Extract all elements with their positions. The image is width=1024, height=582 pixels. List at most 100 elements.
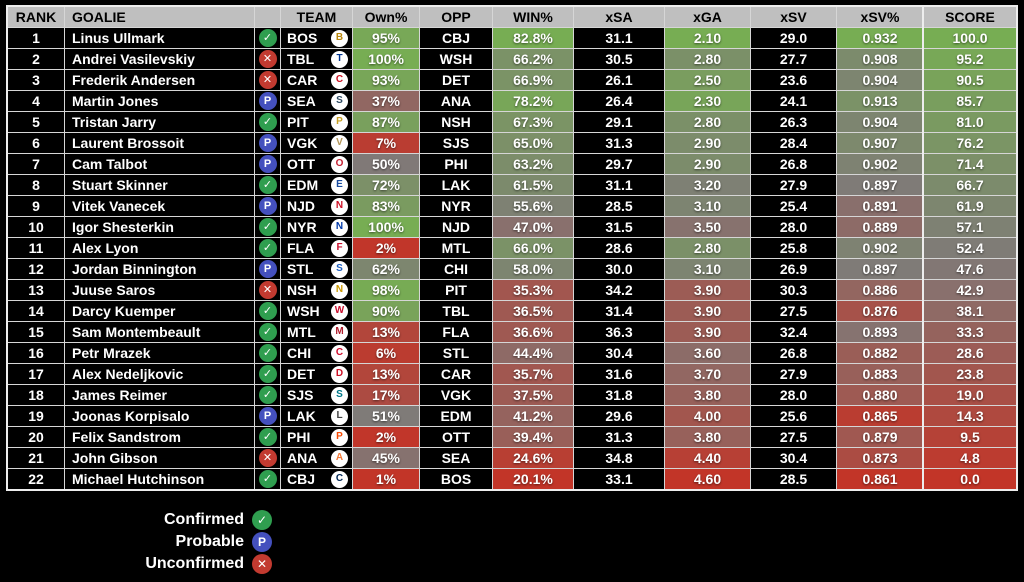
cell-status: ✓ (254, 111, 281, 133)
team-logo-icon: O (331, 155, 348, 173)
score-table-body: 100.0 95.2 90.5 85.7 81.0 76.2 71.4 66.7 61.9 57.… (922, 27, 1018, 491)
column-header-own-pct: Own% (352, 5, 420, 28)
cell-xsa: 29.7 (573, 153, 665, 175)
team-cell-content: CBJ C (282, 469, 352, 489)
cell-team: TBL T (280, 48, 353, 70)
cell-xsa: 31.4 (573, 300, 665, 322)
team-abbreviation: PHI (287, 429, 311, 445)
cell-goalie: Tristan Jarry (64, 111, 255, 133)
column-header-rank: RANK (6, 5, 65, 28)
score-row: 4.8 (922, 447, 1018, 469)
team-logo-icon: P (331, 113, 348, 131)
cell-xsv: 24.1 (750, 90, 837, 112)
cell-goalie: James Reimer (64, 384, 255, 406)
cell-xsv: 30.4 (750, 447, 837, 469)
team-cell-content: SEA S (282, 92, 352, 111)
cell-score: 81.0 (922, 111, 1018, 133)
cell-team: NSH N (280, 279, 353, 301)
score-row: 52.4 (922, 237, 1018, 259)
cell-opp: LAK (419, 174, 493, 196)
score-row: 66.7 (922, 174, 1018, 196)
cell-xsv-pct: 0.883 (836, 363, 925, 385)
cell-own-pct: 1% (352, 468, 420, 491)
table-row: 8 Stuart Skinner ✓ EDM E 72% LAK 61.5% 31.1 3.20 2… (6, 174, 925, 196)
cell-goalie: Joonas Korpisalo (64, 405, 255, 427)
team-abbreviation: NJD (287, 198, 316, 214)
score-row: 57.1 (922, 216, 1018, 238)
team-cell-content: BOS B (282, 29, 352, 48)
team-cell-content: WSH W (282, 302, 352, 321)
cell-score: 71.4 (922, 153, 1018, 175)
cell-xsv: 28.5 (750, 468, 837, 491)
cell-xsv-pct: 0.880 (836, 384, 925, 406)
score-row: 14.3 (922, 405, 1018, 427)
cell-team: BOS B (280, 27, 353, 49)
team-cell-content: NYR N (282, 218, 352, 237)
table-row: 3 Frederik Andersen ✕ CAR C 93% DET 66.9% 26.1 2.… (6, 69, 925, 91)
table-row: 2 Andrei Vasilevskiy ✕ TBL T 100% WSH 66.2% 30.5… (6, 48, 925, 70)
cell-own-pct: 17% (352, 384, 420, 406)
column-header-xsv: xSV (750, 5, 837, 28)
cell-opp: CBJ (419, 27, 493, 49)
table-row: 9 Vitek Vanecek P NJD N 83% NYR 55.6% 28.5 3.10 25… (6, 195, 925, 217)
cell-status: ✓ (254, 300, 281, 322)
confirmed-check-icon: ✓ (258, 29, 277, 48)
probable-p-icon: P (252, 532, 272, 552)
table-row: 17 Alex Nedeljkovic ✓ DET D 13% CAR 35.7% 31.6 3.… (6, 363, 925, 385)
cell-xga: 4.00 (664, 405, 751, 427)
table-row: 15 Sam Montembeault ✓ MTL M 13% FLA 36.6% 36.3 3.… (6, 321, 925, 343)
team-abbreviation: CBJ (287, 471, 316, 487)
cell-win-pct: 66.2% (492, 48, 574, 70)
cell-rank: 2 (6, 48, 65, 70)
cell-xsv: 26.9 (750, 258, 837, 280)
column-header-win-pct: WIN% (492, 5, 574, 28)
cell-opp: SJS (419, 132, 493, 154)
team-logo-icon: C (331, 344, 348, 362)
cell-own-pct: 13% (352, 363, 420, 385)
cell-xga: 3.50 (664, 216, 751, 238)
cell-opp: ANA (419, 90, 493, 112)
cell-goalie: Jordan Binnington (64, 258, 255, 280)
cell-team: SJS S (280, 384, 353, 406)
team-logo-icon: T (331, 50, 348, 68)
cell-own-pct: 95% (352, 27, 420, 49)
cell-opp: DET (419, 69, 493, 91)
cell-goalie: Laurent Brossoit (64, 132, 255, 154)
cell-status: ✓ (254, 321, 281, 343)
team-cell-content: NJD N (282, 197, 352, 216)
cell-rank: 19 (6, 405, 65, 427)
cell-score: 90.5 (922, 69, 1018, 91)
cell-team: DET D (280, 363, 353, 385)
table-row: 5 Tristan Jarry ✓ PIT P 87% NSH 67.3% 29.1 2.80 26… (6, 111, 925, 133)
cell-xga: 2.50 (664, 69, 751, 91)
team-cell-content: FLA F (282, 239, 352, 258)
team-cell-content: ANA A (282, 449, 352, 468)
cell-xsa: 30.0 (573, 258, 665, 280)
team-abbreviation: DET (287, 366, 315, 382)
cell-team: EDM E (280, 174, 353, 196)
confirmed-check-icon: ✓ (258, 344, 277, 363)
cell-xga: 2.80 (664, 111, 751, 133)
cell-xsv-pct: 0.907 (836, 132, 925, 154)
cell-score: 85.7 (922, 90, 1018, 112)
cell-xsa: 33.1 (573, 468, 665, 491)
cell-win-pct: 66.9% (492, 69, 574, 91)
cell-xga: 3.10 (664, 195, 751, 217)
cell-rank: 7 (6, 153, 65, 175)
cell-rank: 22 (6, 468, 65, 491)
cell-opp: PIT (419, 279, 493, 301)
table-row: 22 Michael Hutchinson ✓ CBJ C 1% BOS 20.1% 33.1 4… (6, 468, 925, 491)
cell-win-pct: 66.0% (492, 237, 574, 259)
cell-team: WSH W (280, 300, 353, 322)
cell-status: ✕ (254, 69, 281, 91)
cell-status: ✓ (254, 237, 281, 259)
cell-status: ✕ (254, 48, 281, 70)
cell-xsa: 28.6 (573, 237, 665, 259)
cell-rank: 10 (6, 216, 65, 238)
cell-xsa: 28.5 (573, 195, 665, 217)
cell-status: ✓ (254, 384, 281, 406)
cell-own-pct: 13% (352, 321, 420, 343)
team-logo-icon: P (331, 428, 348, 446)
cell-win-pct: 36.6% (492, 321, 574, 343)
cell-score: 42.9 (922, 279, 1018, 301)
